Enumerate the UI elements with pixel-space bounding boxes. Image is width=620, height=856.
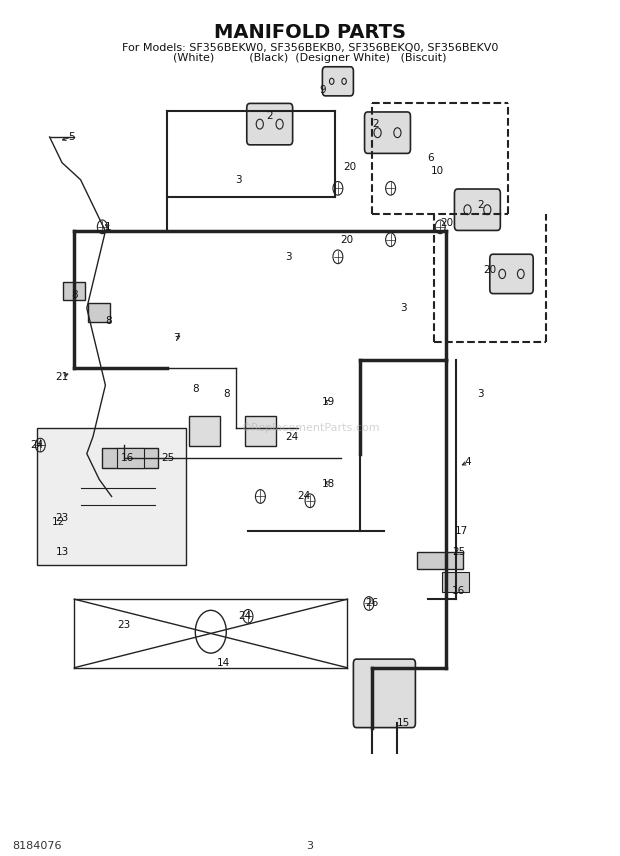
- Text: 8: 8: [192, 384, 198, 395]
- Text: 26: 26: [365, 598, 379, 609]
- Text: 24: 24: [30, 440, 44, 450]
- FancyBboxPatch shape: [247, 104, 293, 145]
- Text: 21: 21: [55, 372, 69, 382]
- Text: 2: 2: [267, 110, 273, 121]
- Text: 3: 3: [236, 175, 242, 185]
- Text: 3: 3: [400, 303, 406, 313]
- Text: 4: 4: [465, 457, 471, 467]
- Text: 8: 8: [223, 389, 229, 399]
- Bar: [63, 282, 86, 300]
- Bar: [102, 448, 158, 468]
- Text: 20: 20: [343, 162, 357, 172]
- Text: 12: 12: [52, 517, 66, 527]
- Text: 23: 23: [117, 620, 131, 630]
- Text: 2: 2: [372, 119, 378, 129]
- Text: 9: 9: [319, 85, 326, 95]
- Text: 16: 16: [452, 586, 466, 596]
- Text: 10: 10: [430, 166, 444, 176]
- Text: 3: 3: [306, 841, 314, 851]
- Text: 17: 17: [455, 526, 469, 536]
- FancyBboxPatch shape: [365, 112, 410, 153]
- Bar: [417, 552, 464, 569]
- Text: 8184076: 8184076: [12, 841, 62, 851]
- Text: 3: 3: [477, 389, 484, 399]
- Text: 7: 7: [174, 333, 180, 343]
- FancyBboxPatch shape: [454, 189, 500, 230]
- Text: 18: 18: [322, 479, 335, 489]
- Text: 8: 8: [71, 290, 78, 300]
- FancyBboxPatch shape: [490, 254, 533, 294]
- Text: 2: 2: [477, 200, 484, 211]
- Text: 5: 5: [68, 132, 74, 142]
- Text: (White)          (Black)  (Designer White)   (Biscuit): (White) (Black) (Designer White) (Biscui…: [173, 53, 447, 63]
- Text: 20: 20: [440, 217, 453, 228]
- Text: For Models: SF356BEKW0, SF356BEKB0, SF356BEKQ0, SF356BEKV0: For Models: SF356BEKW0, SF356BEKB0, SF35…: [122, 43, 498, 53]
- Text: ©ReplacementParts.com: ©ReplacementParts.com: [240, 423, 380, 433]
- Text: 24: 24: [285, 431, 298, 442]
- Bar: [88, 303, 110, 322]
- Text: 8: 8: [105, 316, 112, 326]
- Bar: [189, 416, 220, 445]
- Bar: [442, 572, 469, 592]
- FancyBboxPatch shape: [322, 67, 353, 96]
- Text: 3: 3: [285, 252, 291, 262]
- Text: 24: 24: [238, 611, 252, 621]
- Text: 19: 19: [322, 397, 335, 407]
- Bar: [117, 448, 144, 468]
- Text: 15: 15: [396, 718, 410, 728]
- Polygon shape: [37, 428, 186, 565]
- Bar: [245, 416, 276, 445]
- Text: MANIFOLD PARTS: MANIFOLD PARTS: [214, 23, 406, 42]
- Text: 25: 25: [452, 547, 466, 557]
- Text: 23: 23: [55, 513, 69, 523]
- Text: 20: 20: [483, 265, 497, 275]
- Text: 25: 25: [161, 453, 174, 463]
- Text: 14: 14: [216, 658, 230, 669]
- Text: 13: 13: [55, 547, 69, 557]
- Text: 16: 16: [120, 453, 134, 463]
- FancyBboxPatch shape: [353, 659, 415, 728]
- Text: 6: 6: [428, 153, 434, 163]
- Text: 1: 1: [105, 222, 112, 232]
- Text: 20: 20: [340, 235, 354, 245]
- Text: 24: 24: [297, 491, 311, 502]
